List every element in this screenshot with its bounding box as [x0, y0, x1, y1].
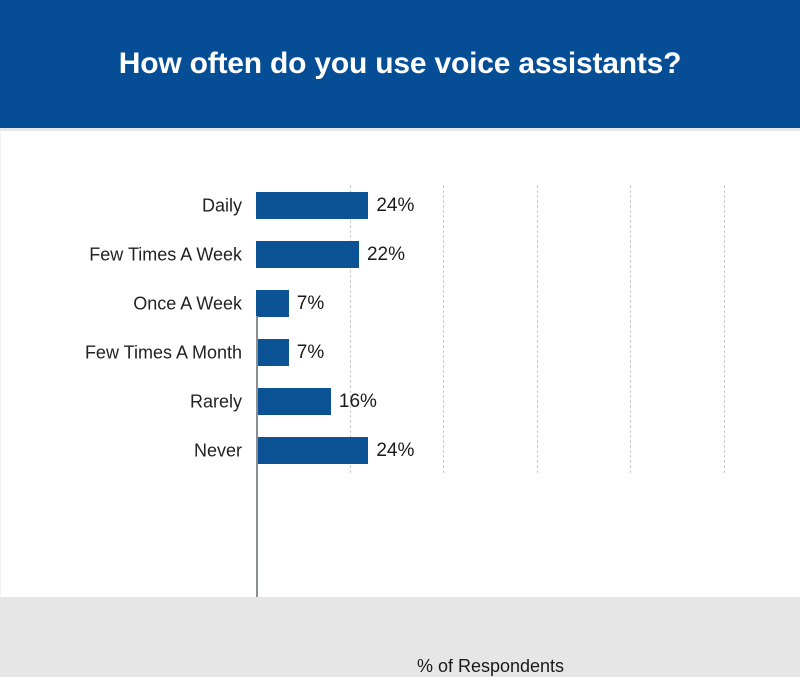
bar-row[interactable]: Rarely 16% — [190, 388, 724, 415]
x-axis-title: % of Respondents — [416, 656, 565, 676]
bar-row[interactable]: Daily 24% — [202, 192, 724, 219]
bar-row[interactable]: Few Times A Week 22% — [89, 241, 724, 268]
bar[interactable] — [256, 192, 369, 219]
bar-row[interactable]: Few Times A Month 7% — [85, 339, 724, 366]
gridline — [443, 185, 445, 473]
bar[interactable] — [256, 388, 331, 415]
bar-value-label: 7% — [296, 292, 325, 314]
bar[interactable] — [256, 241, 359, 268]
bar[interactable] — [256, 437, 369, 464]
gridline — [536, 185, 538, 473]
gridline — [349, 185, 351, 473]
gridline — [630, 185, 632, 473]
category-label: Never — [193, 440, 242, 460]
bar[interactable] — [256, 339, 289, 366]
chart-card: Daily 24% Few Times A Week 22% Once A Week 7%… — [0, 131, 800, 676]
header-band: How often do you use voice assistants? — [0, 0, 800, 128]
category-label: Few Times A Week — [89, 244, 242, 264]
category-label: Few Times A Month — [84, 342, 242, 362]
gridline — [724, 185, 725, 473]
bar-value-label: 16% — [338, 390, 377, 412]
y-axis-line — [256, 316, 258, 605]
page-title: How often do you use voice assistants? — [118, 47, 682, 80]
bar-value-label: 24% — [376, 194, 415, 216]
bar-row[interactable]: Never 24% — [194, 437, 724, 464]
footer-band — [0, 597, 800, 659]
bar[interactable] — [256, 290, 289, 317]
plot-area: Daily 24% Few Times A Week 22% Once A Week 7%… — [85, 185, 725, 473]
category-label: Once A Week — [133, 293, 242, 313]
category-label: Rarely — [189, 391, 242, 411]
bar-value-label: 24% — [376, 439, 415, 461]
category-label: Daily — [201, 195, 242, 215]
bar-row[interactable]: Once A Week 7% — [133, 290, 724, 317]
bar-value-label: 7% — [296, 341, 325, 363]
bar-value-label: 22% — [366, 243, 405, 265]
